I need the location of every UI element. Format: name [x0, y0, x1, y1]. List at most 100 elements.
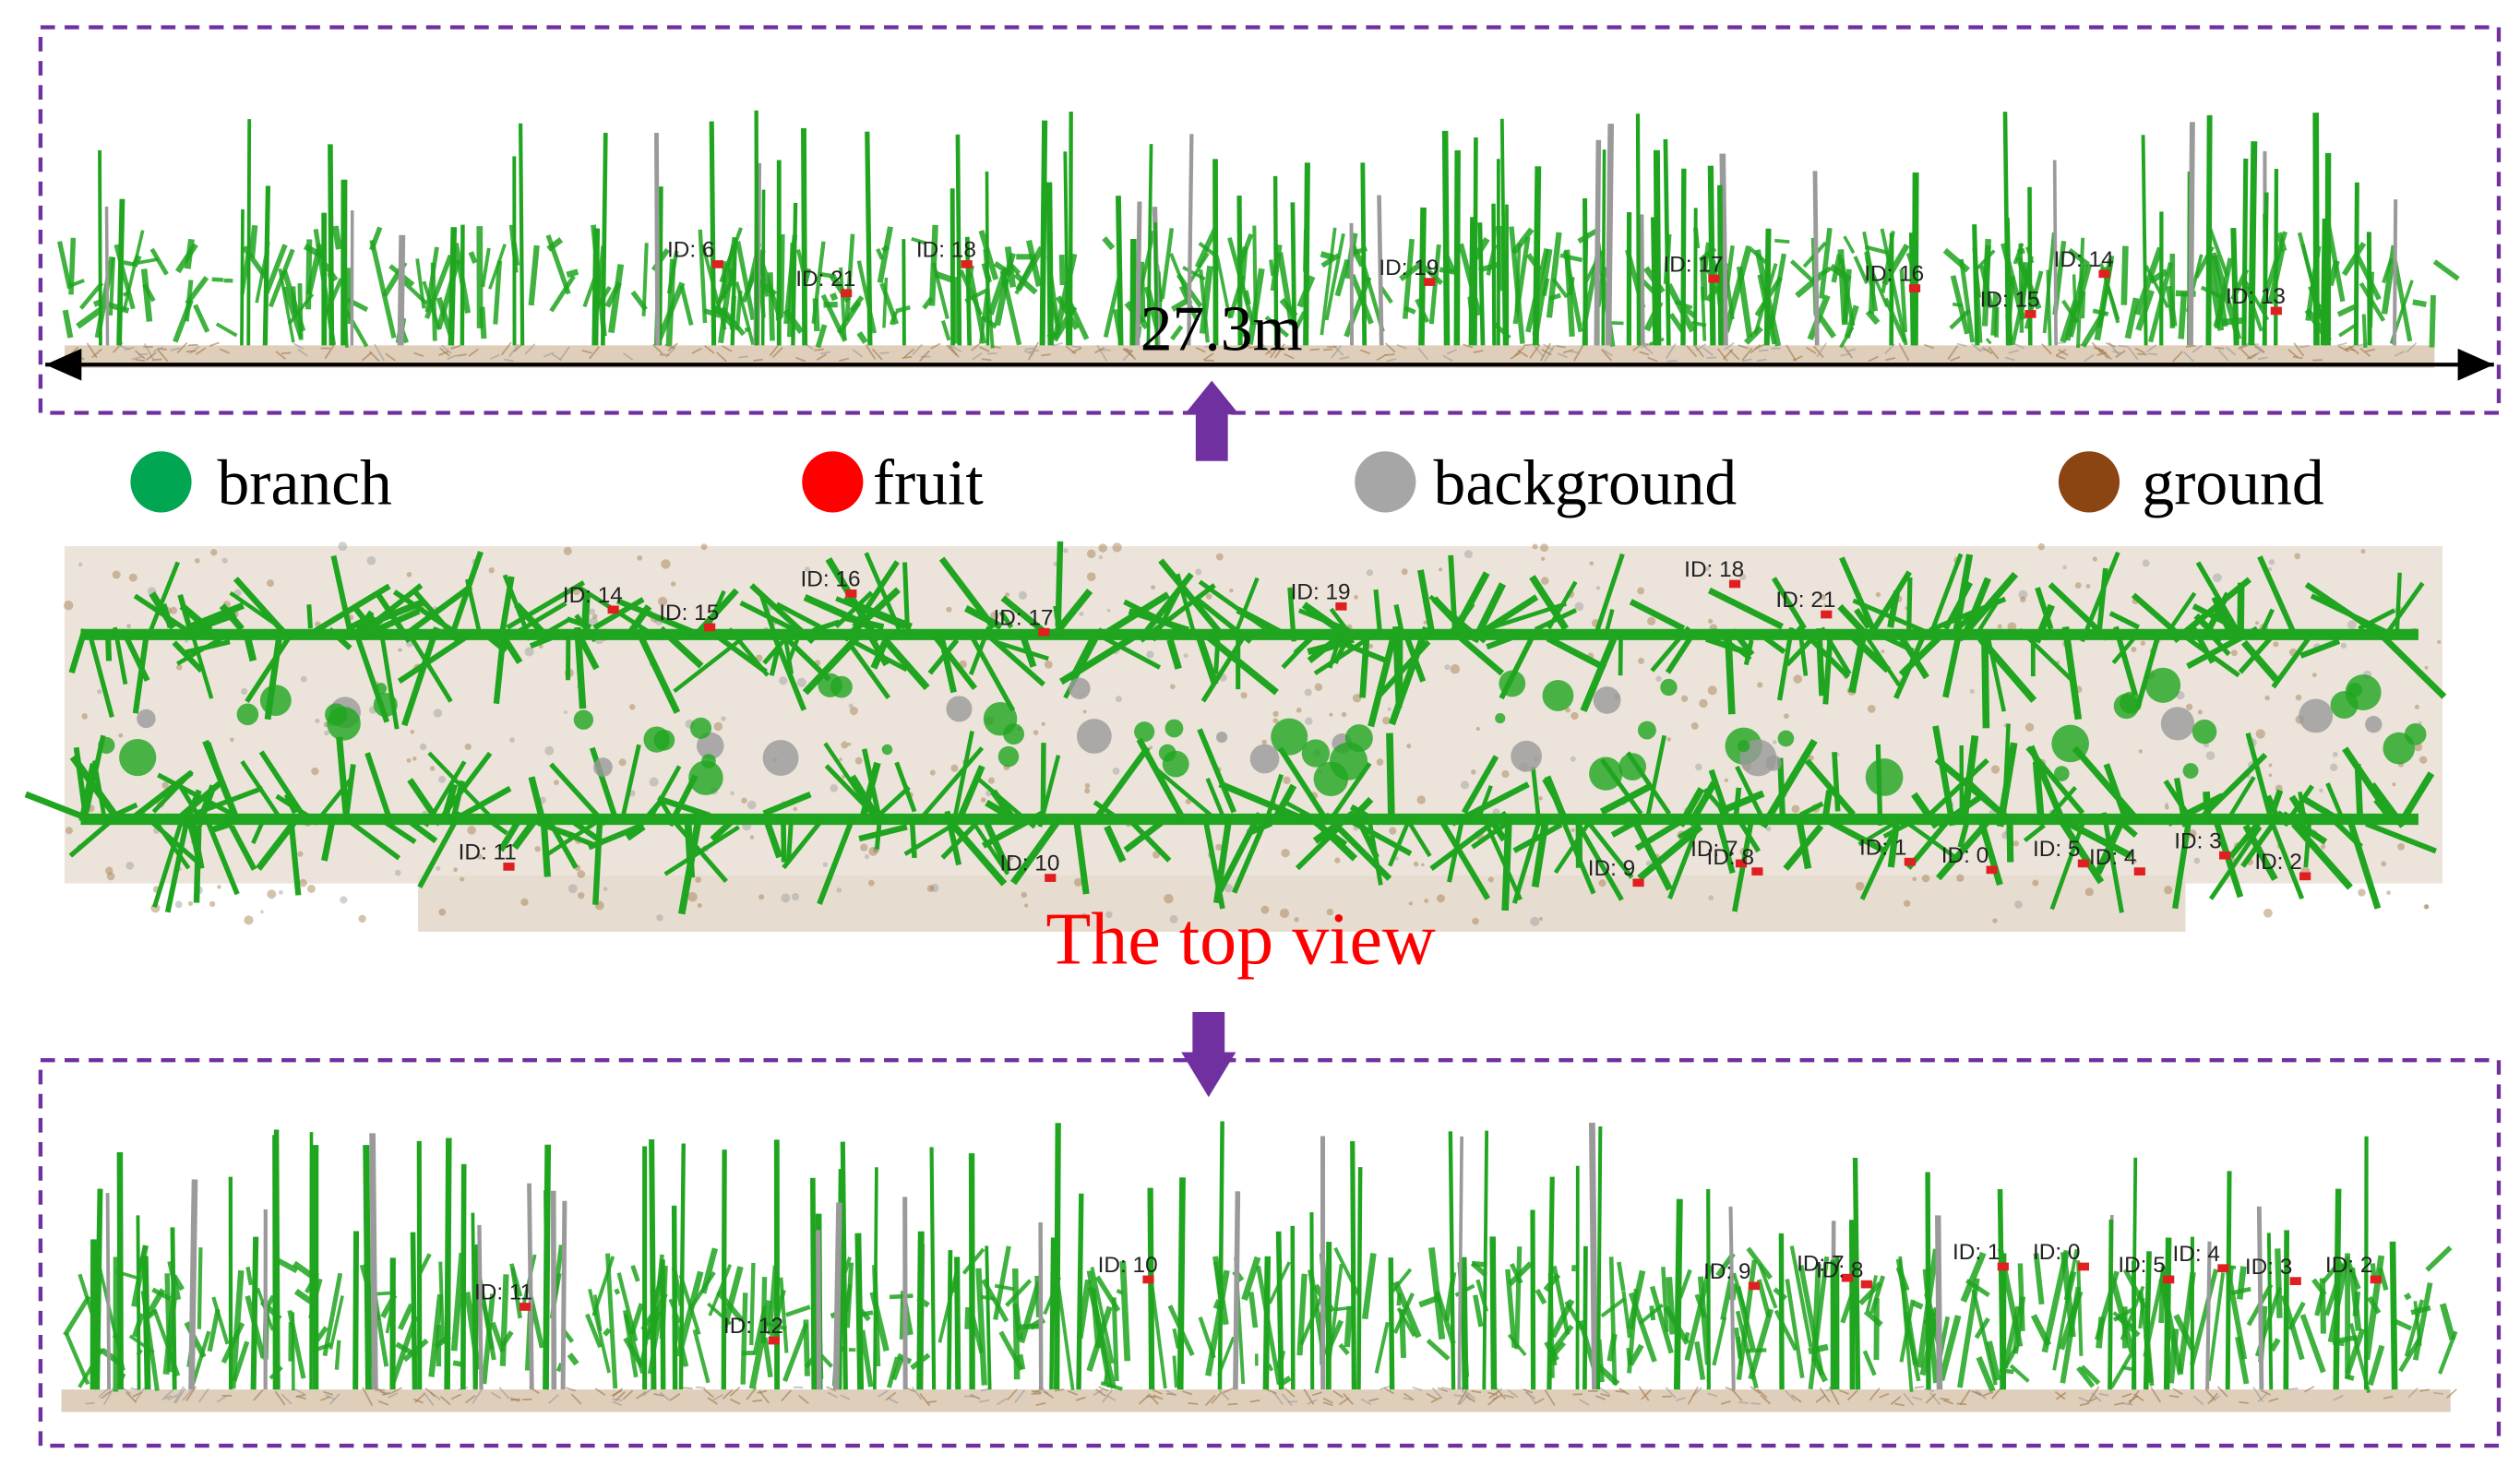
canopy-points: [1960, 1251, 1987, 1303]
canopy-points: [2404, 1292, 2412, 1301]
ground-points: [521, 1398, 532, 1401]
branch-points: [2238, 631, 2277, 674]
ground-points: [187, 900, 194, 907]
ground-points: [1589, 561, 1594, 566]
canopy-points: [588, 1288, 611, 1374]
canopy-points: [2030, 1314, 2052, 1347]
canopy-points: [584, 1313, 603, 1349]
stalk: [2248, 141, 2258, 346]
branch-points: [147, 561, 180, 635]
stalk: [1262, 1256, 1272, 1390]
ground-points: [1929, 1391, 1941, 1406]
ground-points: [1956, 874, 1965, 882]
branch-points: [2288, 794, 2311, 825]
stalk: [1153, 222, 1159, 346]
stalk: [1489, 1236, 1498, 1390]
branch-points: [352, 605, 378, 635]
canopy-points: [1559, 253, 1583, 263]
upper-frame: [38, 25, 2502, 415]
canopy-points: [1608, 1257, 1618, 1385]
canopy-points: [1058, 255, 1066, 286]
id-label: ID: 16: [1864, 262, 1924, 287]
ground-points: [2268, 773, 2273, 778]
stalk: [1925, 1172, 1931, 1390]
legend-label: ground: [2142, 448, 2323, 519]
branch-points: [783, 633, 802, 670]
branch-points: [1832, 752, 1841, 812]
ground-points: [419, 743, 427, 751]
branch-points: [1637, 824, 1703, 881]
branch-points: [1480, 594, 1539, 636]
canopy-points: [2439, 1303, 2456, 1340]
canopy-points: [1205, 1269, 1230, 1376]
legend: branch fruit background ground: [130, 448, 2324, 519]
canopy-points: [1017, 1353, 1026, 1370]
ground-points: [1924, 1388, 1935, 1392]
middle-points: [1301, 739, 1331, 768]
ground-points: [1822, 603, 1827, 608]
canopy-points: [2124, 297, 2140, 339]
branch-points: [1796, 625, 1851, 679]
ground-points: [510, 1398, 520, 1401]
stalk: [1601, 149, 1606, 346]
branch-points: [379, 635, 400, 730]
canopy-points: [1976, 1356, 1996, 1392]
ground-points: [1638, 1386, 1650, 1401]
canopy-points: [1819, 227, 1833, 299]
stalk: [929, 1147, 937, 1390]
ground-points: [1281, 1393, 1293, 1407]
ground-points: [2268, 763, 2273, 768]
ground-points: [1014, 1389, 1026, 1403]
canopy-points: [64, 1331, 90, 1386]
canopy-points: [428, 1293, 444, 1377]
ground-points: [187, 343, 198, 347]
canopy-points: [1864, 244, 1889, 256]
canopy-points: [450, 1252, 466, 1352]
stalk: [94, 1188, 103, 1390]
canopy-points: [1392, 1280, 1422, 1339]
branch-points: [769, 641, 782, 676]
ground-points: [2268, 1398, 2279, 1402]
ground-points: [2168, 1394, 2180, 1399]
stalk: [1935, 1215, 1943, 1390]
ground-points: [1183, 653, 1188, 659]
ground-points: [1211, 1392, 1223, 1404]
fruit-mark: [503, 863, 515, 871]
ground-points: [1665, 1387, 1677, 1399]
ground-points: [2164, 886, 2173, 895]
branch-points: [177, 594, 194, 632]
ground-points: [879, 351, 890, 354]
ground-points: [2128, 1390, 2140, 1405]
ground-points: [2207, 1392, 2218, 1405]
middle-points: [1164, 719, 1184, 738]
stalk: [1038, 1221, 1044, 1390]
ground-points: [1033, 730, 1039, 735]
ground-points: [1615, 1390, 1626, 1393]
branch-points: [1486, 814, 1508, 842]
ground-points: [2012, 840, 2020, 847]
ground-points: [1680, 695, 1689, 702]
branch-points: [1845, 629, 1891, 673]
canopy-points: [844, 1262, 854, 1328]
middle-points: [2182, 763, 2199, 780]
ground-points: [306, 884, 316, 893]
stalk: [2320, 218, 2329, 346]
branch-points: [1454, 632, 1505, 676]
branch-points: [1837, 603, 1869, 637]
ground-points: [1035, 1401, 1046, 1406]
stalk: [1233, 1191, 1241, 1390]
canopy-points: [1187, 252, 1210, 286]
canopy-points: [1567, 276, 1575, 296]
branch-points: [620, 744, 641, 820]
ground-points: [2330, 763, 2338, 772]
ground-points: [1305, 717, 1313, 725]
ground-points: [867, 879, 875, 887]
ground-points: [464, 743, 472, 751]
branch-points: [113, 626, 128, 685]
ground-points: [311, 767, 319, 776]
ground-points: [209, 341, 220, 347]
branch-points: [2281, 811, 2328, 845]
stalk: [1547, 1176, 1555, 1390]
canopy-points: [1869, 1275, 1886, 1315]
branch-points: [328, 626, 352, 650]
